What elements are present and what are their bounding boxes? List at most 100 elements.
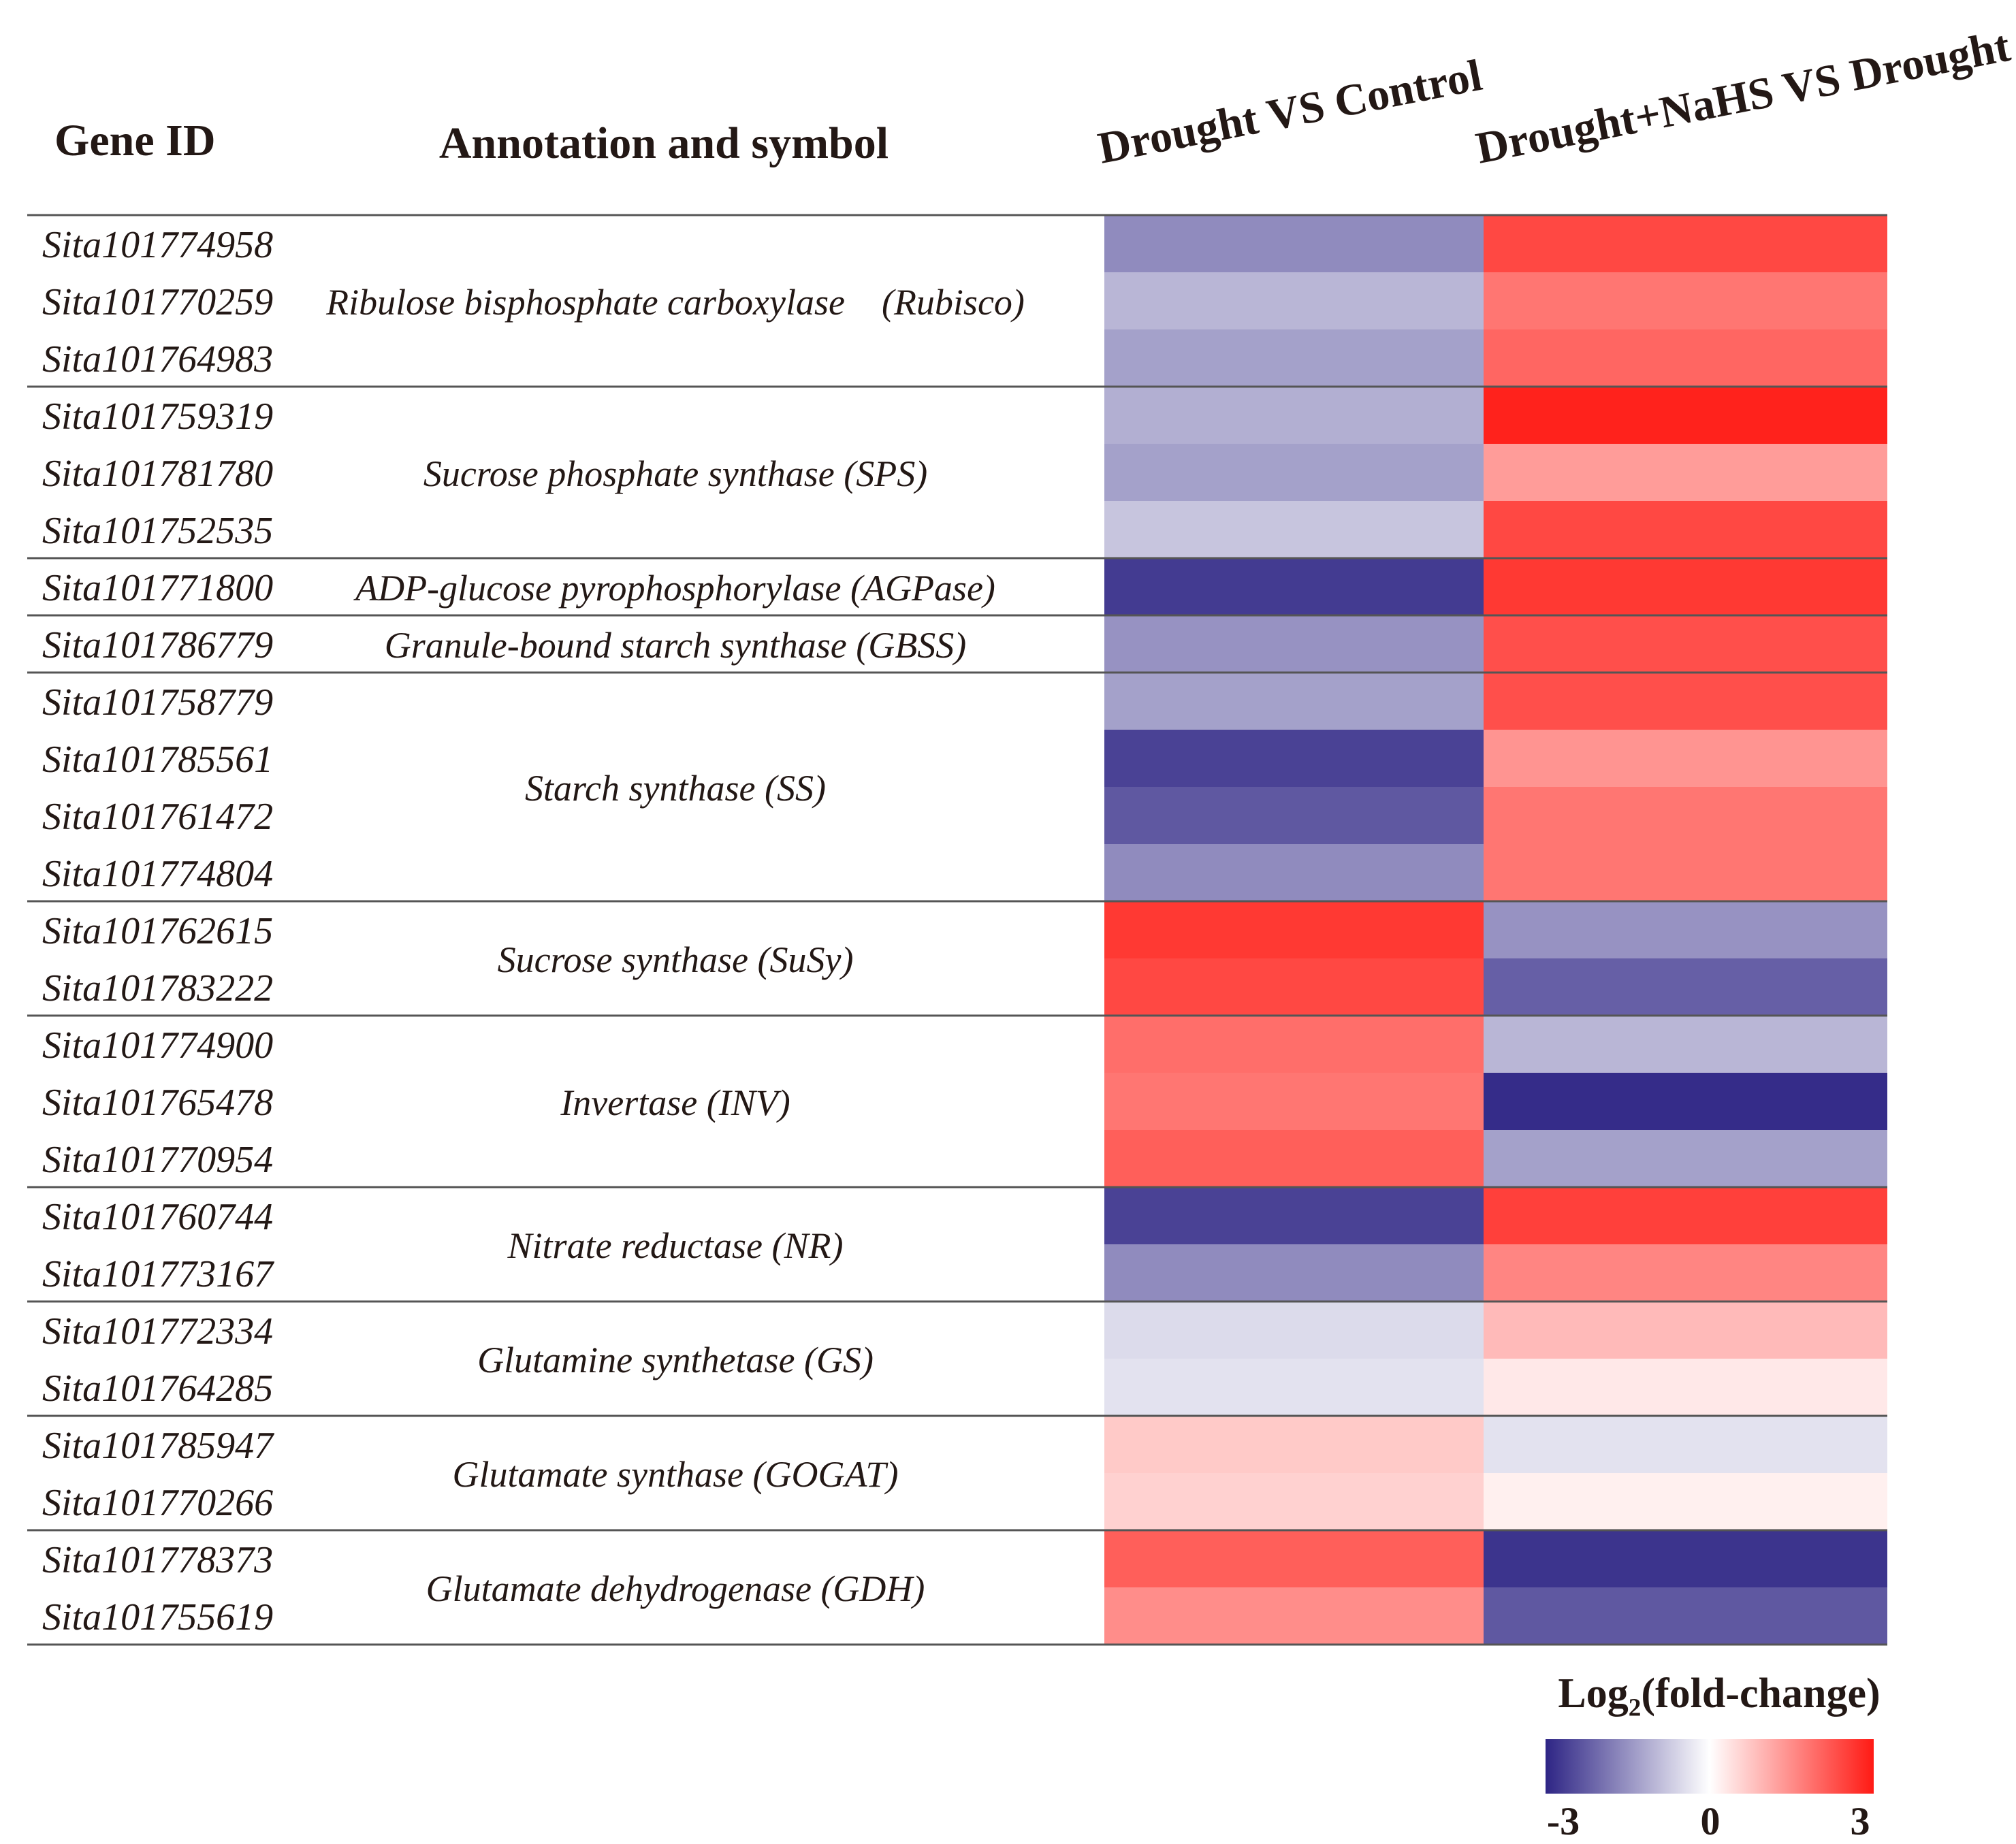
annotation-label: ADP-glucose pyrophosphorylase (AGPase) [353,568,995,609]
gene-id-labels: Sita101774958 Sita101770259 Sita101764983 S… [42,224,274,1638]
heatmap-cell [1104,444,1484,502]
legend-tick-mid: 0 [1701,1799,1721,1843]
annotation-label: Sucrose synthase (SuSy) [498,939,854,980]
gene-id-label: Sita101762615 [42,910,273,952]
gene-id-label: Sita101774958 [42,224,273,266]
legend-tick-min: -3 [1547,1799,1580,1843]
column-header-drought-vs-control: Drought VS Control [1094,50,1486,174]
heatmap-cell [1104,1416,1484,1474]
legend-color-bar [1546,1739,1874,1794]
heatmap-cell [1484,1073,1887,1131]
heatmap-cell [1104,1359,1484,1417]
gene-id-label: Sita101770259 [42,281,273,323]
annotation-label: Granule-bound starch synthase (GBSS) [385,625,966,666]
gene-id-label: Sita101786779 [42,624,273,666]
heatmap-cell [1104,501,1484,559]
heatmap-cell [1104,558,1484,616]
annotation-label: Invertase (INV) [560,1082,790,1123]
heatmap-cell [1104,387,1484,444]
gene-id-label: Sita101778373 [42,1539,273,1581]
heatmap-cell [1104,1073,1484,1131]
heatmap-cell [1104,215,1484,273]
heatmap-cell [1104,901,1484,959]
heatmap-cell [1484,1187,1887,1245]
annotation-header: Annotation and symbol [439,118,889,168]
heatmap-cell [1484,501,1887,559]
gene-id-label: Sita101781780 [42,453,273,495]
heatmap-cell [1484,1473,1887,1531]
heatmap-cell [1484,1244,1887,1302]
heatmap-cell [1484,958,1887,1016]
annotation-label: Glutamine synthetase (GS) [477,1340,874,1380]
heatmap-cell [1104,730,1484,788]
gene-id-label: Sita101759319 [42,395,273,438]
legend-title: Log₂(fold-change) [1558,1670,1880,1717]
heatmap-cell [1104,787,1484,845]
gene-id-label: Sita101761472 [42,796,273,838]
heatmap-cell [1484,1359,1887,1417]
gene-id-label: Sita101764983 [42,338,273,381]
heatmap-cell [1104,329,1484,387]
gene-id-label: Sita101760744 [42,1196,273,1238]
gene-id-label: Sita101785561 [42,739,273,781]
heatmap-cell [1104,1473,1484,1531]
annotation-label: Starch synthase (SS) [525,768,826,809]
gene-id-label: Sita101770266 [42,1482,273,1524]
annotation-labels: Ribulose bisphosphate carboxylase (Rubis… [325,282,1025,1609]
heatmap-cell [1484,673,1887,730]
heatmap-cell [1104,1244,1484,1302]
gene-id-label: Sita101758779 [42,681,273,724]
gene-id-label: Sita101752535 [42,510,273,552]
gene-id-label: Sita101764285 [42,1368,273,1410]
gene-id-label: Sita101783222 [42,967,273,1009]
heatmap-cell [1484,558,1887,616]
annotation-label: Nitrate reductase (NR) [507,1225,844,1266]
gene-id-header: Gene ID [54,116,215,165]
column-header-nahs-vs-drought: Drought+NaHS VS Drought [1472,21,2014,174]
heatmap-cell [1104,615,1484,673]
heatmap-cell [1484,272,1887,330]
heatmap-cell [1484,787,1887,845]
gene-id-label: Sita101771800 [42,567,273,609]
heatmap-cell [1104,272,1484,330]
group-separators [27,214,1887,1646]
gene-id-label: Sita101770954 [42,1139,273,1181]
heatmap-cell [1104,958,1484,1016]
heatmap-cell [1104,1587,1484,1645]
heatmap-cell [1104,1130,1484,1188]
heatmap-cell [1104,844,1484,902]
heatmap-cell [1484,730,1887,788]
heatmap-cell [1484,1016,1887,1073]
heatmap-cell [1484,1416,1887,1474]
heatmap-cell [1484,1130,1887,1188]
heatmap-cell [1104,1301,1484,1359]
heatmap-cell [1484,215,1887,273]
legend-tick-max: 3 [1851,1799,1870,1843]
heatmap-cell [1484,844,1887,902]
heatmap-cell [1484,1587,1887,1645]
annotation-label: Glutamate dehydrogenase (GDH) [426,1568,925,1609]
annotation-label: Ribulose bisphosphate carboxylase (Rubis… [325,282,1025,323]
heatmap-cell [1484,1301,1887,1359]
heatmap-cell [1484,387,1887,444]
color-legend: Log₂(fold-change) -3 0 3 [1546,1670,1881,1843]
heatmap-cell [1104,1530,1484,1588]
annotation-label: Sucrose phosphate synthase (SPS) [423,453,927,494]
heatmap-cell [1484,329,1887,387]
heatmap-cells [1104,215,1887,1645]
heatmap-cell [1484,901,1887,959]
heatmap-cell [1484,444,1887,502]
gene-id-label: Sita101772334 [42,1310,273,1353]
heatmap-cell [1484,1530,1887,1588]
heatmap-cell [1104,1016,1484,1073]
gene-id-label: Sita101755619 [42,1596,273,1638]
gene-id-label: Sita101773167 [42,1253,274,1295]
gene-id-label: Sita101785947 [42,1425,274,1467]
heatmap-cell [1104,1187,1484,1245]
heatmap-cell [1104,673,1484,730]
gene-id-label: Sita101774900 [42,1024,273,1067]
heatmap-cell [1484,615,1887,673]
gene-id-label: Sita101765478 [42,1082,273,1124]
annotation-label: Glutamate synthase (GOGAT) [453,1454,899,1495]
